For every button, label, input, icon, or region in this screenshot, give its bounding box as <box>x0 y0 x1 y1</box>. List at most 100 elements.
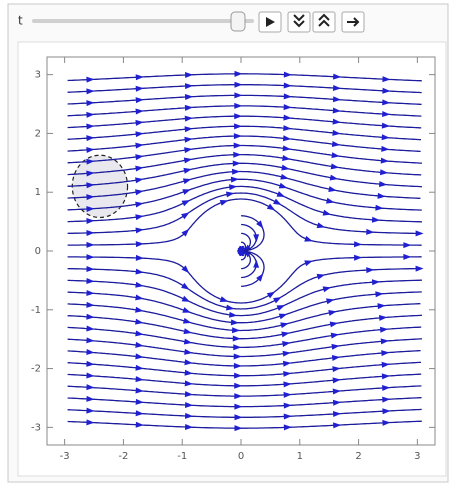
arrowhead <box>234 393 243 400</box>
arrowhead <box>86 194 95 201</box>
direction-button[interactable] <box>341 11 365 33</box>
arrowhead <box>266 291 276 299</box>
arrowhead <box>181 282 190 290</box>
arrowhead <box>304 260 313 267</box>
streamline <box>67 373 422 387</box>
arrowhead <box>381 134 390 141</box>
arrowhead <box>276 305 286 311</box>
arrowhead <box>183 328 192 335</box>
y-tick-label: 0 <box>35 246 41 257</box>
streamline <box>67 84 422 94</box>
arrowhead <box>330 332 340 339</box>
streamline <box>67 338 422 358</box>
arrowhead <box>135 341 144 348</box>
arrowhead <box>283 114 292 121</box>
arrowhead <box>256 273 264 282</box>
streamline <box>67 279 422 317</box>
arrowhead <box>184 369 193 376</box>
arrowhead <box>332 129 341 136</box>
arrowhead <box>283 71 292 78</box>
faster-button[interactable] <box>312 11 336 33</box>
arrowhead <box>183 157 193 164</box>
arrowhead <box>378 181 388 188</box>
arrowhead <box>135 108 144 115</box>
arrowhead <box>86 337 95 344</box>
arrowhead <box>403 253 412 260</box>
arrowhead <box>280 173 289 180</box>
streamline <box>67 94 422 106</box>
y-tick-label: 2 <box>35 128 41 139</box>
arrowhead <box>283 391 292 398</box>
streamline <box>67 115 422 129</box>
arrowhead <box>304 235 313 242</box>
streamline <box>67 361 421 377</box>
streamline <box>67 267 422 310</box>
y-tick-label: 3 <box>35 70 41 81</box>
arrowhead <box>283 125 292 132</box>
x-tick-label: -2 <box>118 451 128 462</box>
y-tick-label: -3 <box>31 422 41 433</box>
arrowhead <box>86 123 95 130</box>
slower-button[interactable] <box>287 11 311 33</box>
arrowhead <box>371 279 381 286</box>
arrowhead <box>381 373 390 380</box>
arrowhead <box>232 160 241 167</box>
arrowhead <box>282 155 291 161</box>
arrowhead <box>380 157 389 164</box>
arrowhead <box>135 142 144 149</box>
arrowhead <box>135 189 144 196</box>
streamline <box>67 144 422 164</box>
arrowhead <box>135 165 144 172</box>
arrowhead <box>375 204 384 211</box>
arrowhead <box>233 353 242 360</box>
arrowhead <box>182 178 192 185</box>
arrowhead <box>256 220 264 229</box>
arrowhead <box>86 325 95 332</box>
arrowhead <box>278 313 288 320</box>
arrowhead <box>380 338 389 345</box>
arrowhead <box>135 254 144 261</box>
arrowhead <box>234 403 243 410</box>
arrowhead <box>234 123 243 130</box>
arrowhead <box>282 135 292 142</box>
arrowhead <box>276 191 286 197</box>
arrowhead <box>283 370 292 377</box>
arrowhead <box>181 200 191 207</box>
arrowhead <box>332 96 342 103</box>
arrowhead <box>322 286 332 293</box>
arrowhead <box>184 380 193 387</box>
arrowhead <box>234 81 243 88</box>
arrowhead <box>135 281 144 288</box>
arrowhead <box>332 118 341 125</box>
arrowhead <box>135 268 144 275</box>
arrowhead <box>181 265 190 274</box>
play-button[interactable] <box>258 11 282 33</box>
streamline <box>67 192 422 235</box>
arrowhead <box>331 343 340 350</box>
arrowhead <box>237 245 244 255</box>
arrowhead <box>184 136 193 143</box>
arrowhead <box>135 154 144 161</box>
arrowhead <box>282 341 291 347</box>
arrowhead <box>332 388 341 395</box>
arrowhead <box>86 100 95 107</box>
x-tick-label: 2 <box>355 451 361 462</box>
arrowhead <box>135 318 144 325</box>
arrowhead <box>234 425 243 432</box>
slider[interactable] <box>32 11 254 32</box>
arrowhead <box>86 278 95 285</box>
streamline <box>67 162 422 188</box>
arrowhead <box>333 422 342 429</box>
arrowhead <box>183 338 193 345</box>
arrowhead <box>377 192 386 199</box>
arrowhead <box>182 307 191 313</box>
arrowhead <box>381 122 390 129</box>
arrowhead <box>184 126 193 133</box>
arrowhead <box>183 167 192 174</box>
arrowhead <box>233 344 242 351</box>
arrowhead <box>219 296 229 303</box>
arrowhead <box>86 395 95 402</box>
slider-thumb[interactable] <box>230 11 246 32</box>
arrowhead <box>329 321 339 328</box>
streamline <box>67 105 422 117</box>
